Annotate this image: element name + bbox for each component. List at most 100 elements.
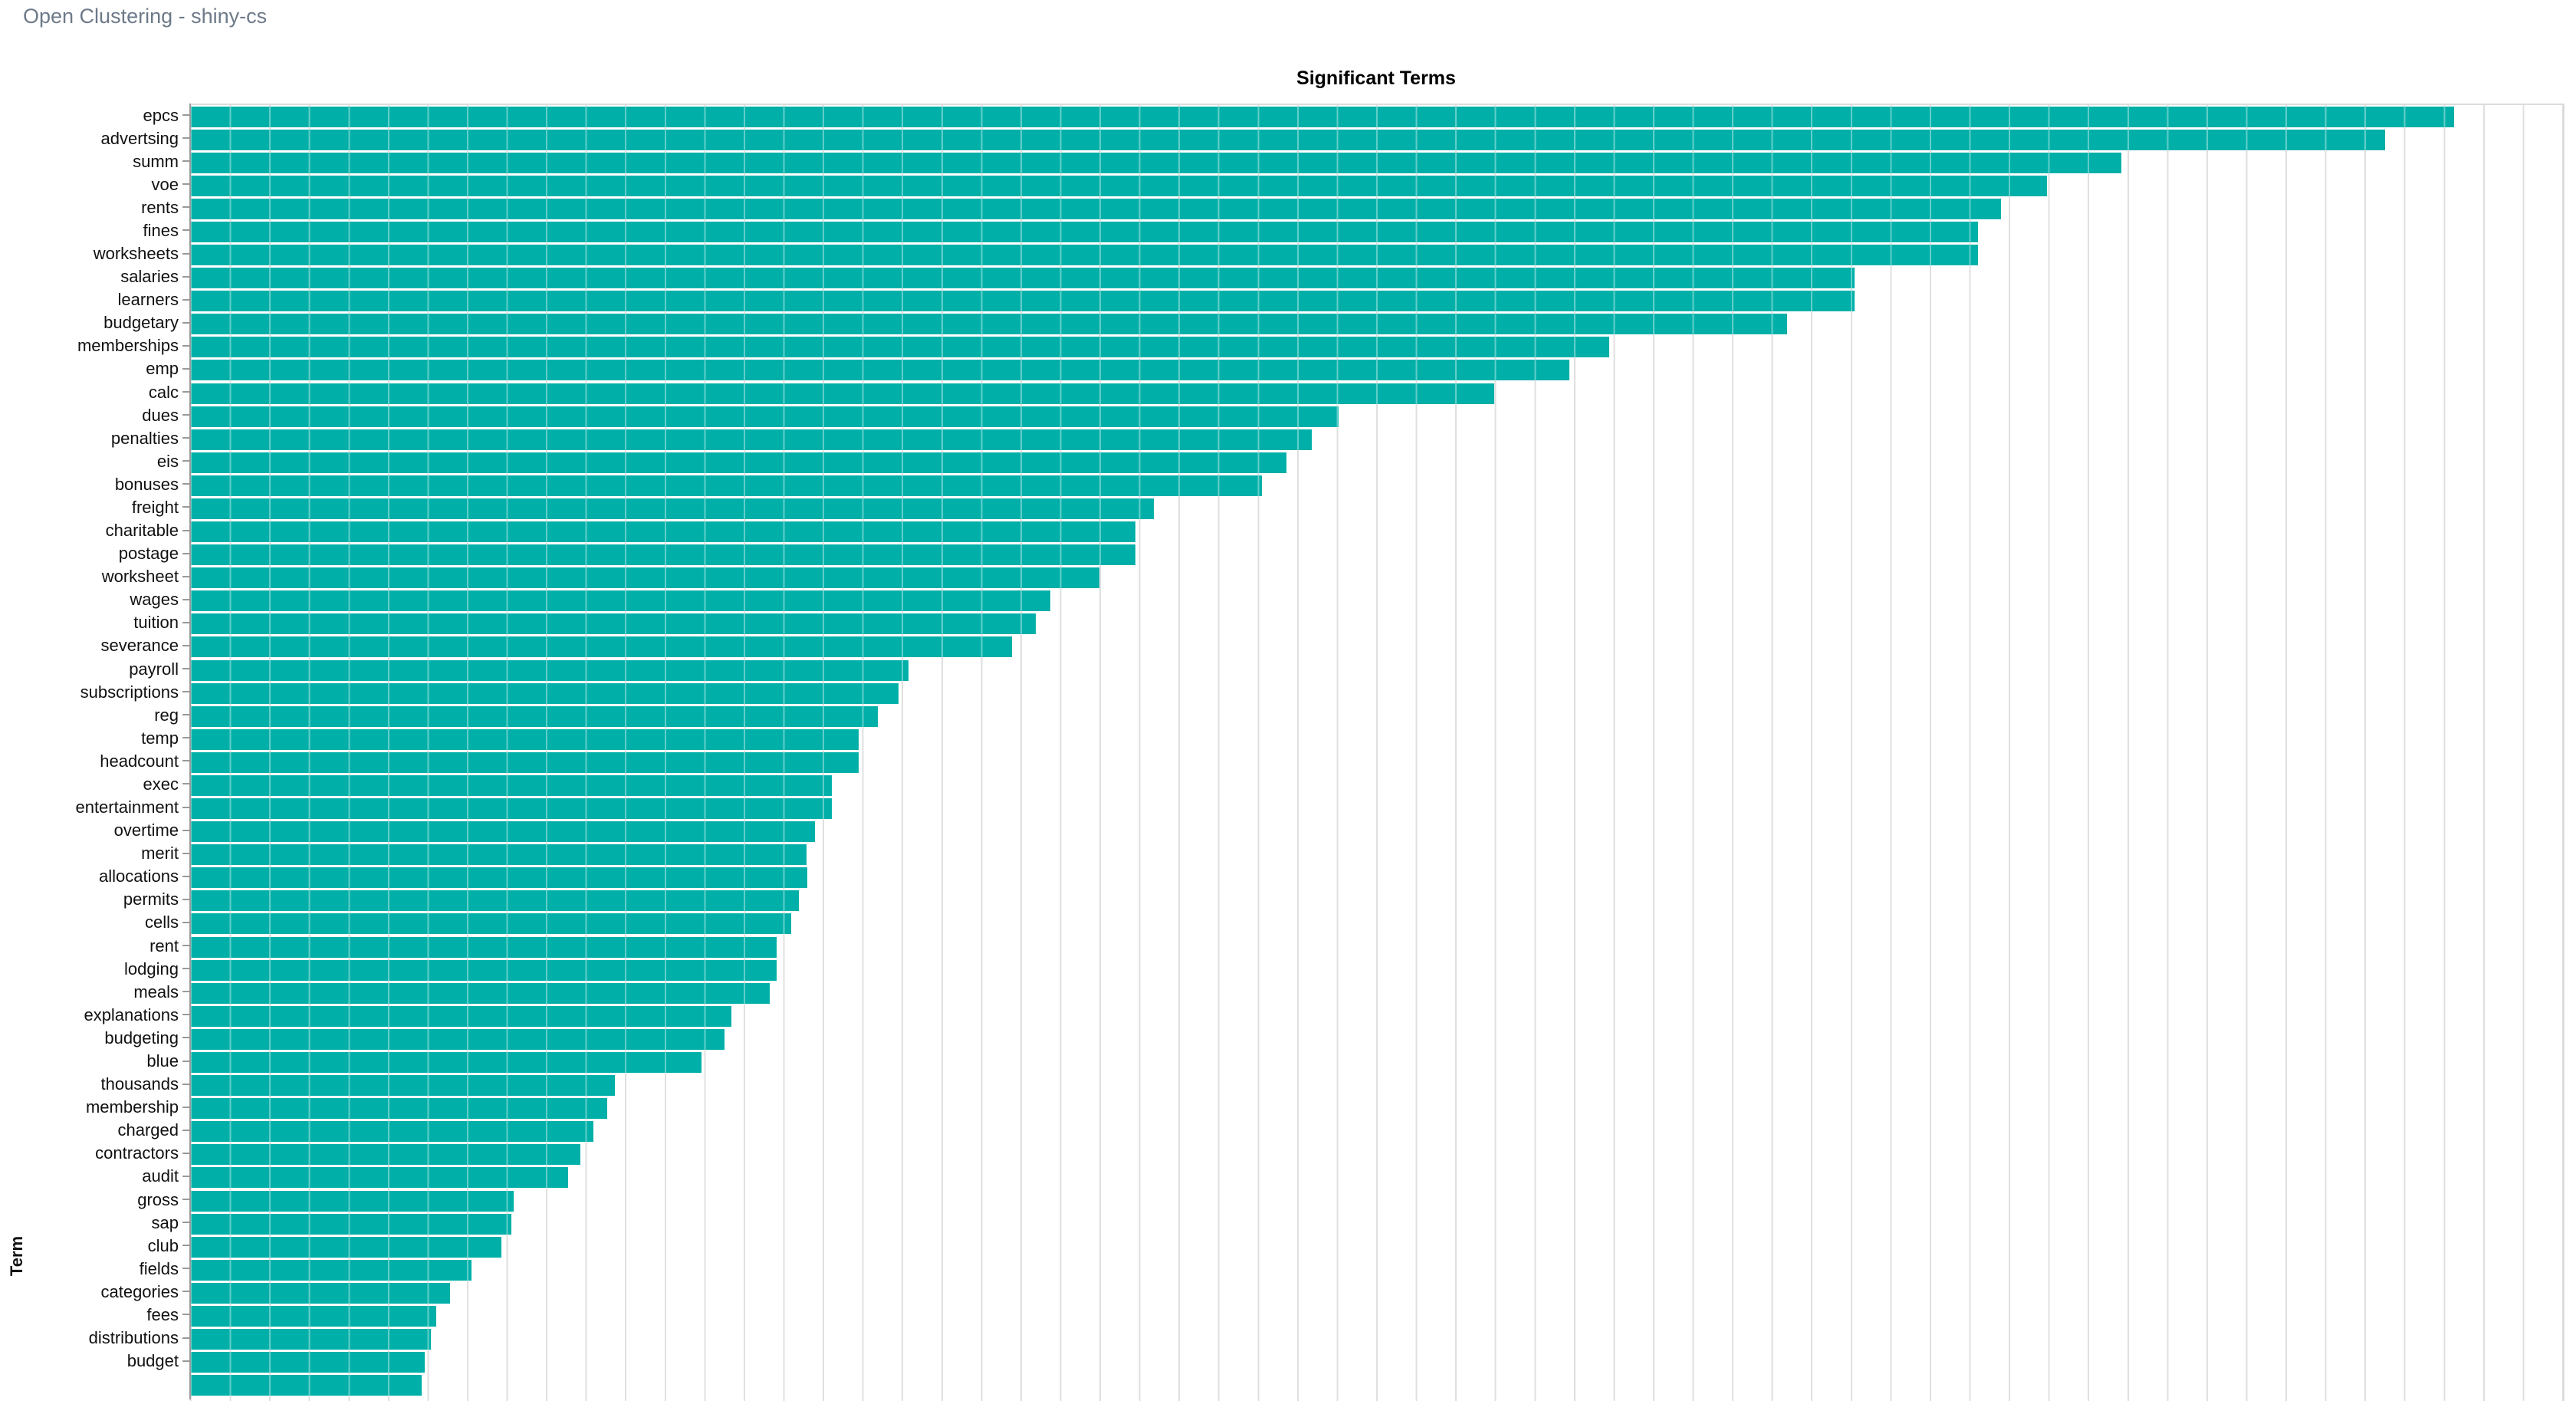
bar-budget[interactable]: [190, 1352, 425, 1373]
bar-contractors[interactable]: [190, 1144, 580, 1166]
bar-freight[interactable]: [190, 498, 1155, 519]
bar-fees[interactable]: [190, 1305, 436, 1327]
bar-advertsing[interactable]: [190, 129, 2385, 150]
y-tick-mark: [182, 437, 189, 439]
bar-thousands[interactable]: [190, 1075, 616, 1097]
bar-fines[interactable]: [190, 221, 1978, 242]
bar-overtime[interactable]: [190, 821, 815, 843]
bar-explanations[interactable]: [190, 1005, 732, 1027]
y-tick-label-budgeting: budgeting: [104, 1028, 179, 1047]
y-tick-mark: [182, 852, 189, 854]
y-tick-mark: [182, 275, 189, 278]
bar-club[interactable]: [190, 1236, 501, 1258]
bar-reg[interactable]: [190, 705, 878, 727]
bar-permits[interactable]: [190, 890, 799, 912]
y-tick-label-explanations: explanations: [84, 1005, 179, 1024]
plot-area: [190, 104, 2564, 1401]
bar-rents[interactable]: [190, 198, 2001, 219]
bar-payroll[interactable]: [190, 659, 909, 681]
bar-budgeting[interactable]: [190, 1028, 725, 1050]
y-tick-label-worksheets: worksheets: [93, 244, 179, 263]
y-tick-label-eis: eis: [156, 451, 179, 471]
bar-exec[interactable]: [190, 774, 832, 796]
y-tick-mark: [182, 1360, 189, 1362]
y-tick-label-fines: fines: [143, 220, 179, 240]
y-tick-mark: [182, 344, 189, 347]
bar-temp[interactable]: [190, 728, 859, 750]
y-tick-mark: [182, 367, 189, 370]
bar-fields[interactable]: [190, 1259, 472, 1281]
bar-membership[interactable]: [190, 1098, 607, 1120]
bar-worksheet[interactable]: [190, 567, 1099, 589]
y-tick-label-temp: temp: [141, 728, 179, 748]
bar-bonuses[interactable]: [190, 475, 1262, 496]
bar-emp[interactable]: [190, 360, 1570, 381]
y-tick-label-subscriptions: subscriptions: [80, 682, 179, 702]
bar-lodging[interactable]: [190, 959, 777, 981]
bar-meals[interactable]: [190, 982, 770, 1004]
bar-sap[interactable]: [190, 1213, 511, 1235]
bar-learners[interactable]: [190, 291, 1855, 312]
bar-cells[interactable]: [190, 913, 792, 935]
bar-epcs[interactable]: [190, 106, 2454, 127]
y-tick-mark: [182, 1014, 189, 1016]
y-tick-label-entertainment: entertainment: [75, 798, 179, 817]
bar-rent[interactable]: [190, 936, 777, 958]
bar-postage[interactable]: [190, 544, 1135, 566]
bar-dues[interactable]: [190, 406, 1339, 427]
y-tick-mark: [182, 114, 189, 116]
bar-salaries[interactable]: [190, 268, 1855, 289]
y-tick-label-thousands: thousands: [100, 1074, 179, 1094]
y-tick-mark: [182, 1268, 189, 1270]
bar-subscriptions[interactable]: [190, 682, 899, 704]
bar-summ[interactable]: [190, 152, 2122, 173]
y-tick-label-worksheet: worksheet: [101, 567, 179, 587]
bar-charitable[interactable]: [190, 521, 1135, 543]
bar-distributions[interactable]: [190, 1329, 432, 1350]
bar-worksheets[interactable]: [190, 245, 1978, 265]
y-tick-label-bonuses: bonuses: [114, 474, 179, 494]
y-tick-label-budgetary: budgetary: [104, 313, 179, 333]
y-tick-mark: [182, 391, 189, 393]
bar-tuition[interactable]: [190, 613, 1036, 635]
y-tick-label-salaries: salaries: [120, 267, 179, 287]
bar-charged[interactable]: [190, 1121, 593, 1143]
y-tick-label-sap: sap: [151, 1212, 179, 1232]
y-tick-label-exec: exec: [143, 774, 179, 794]
bar-budgetary[interactable]: [190, 314, 1787, 335]
y-tick-label-tuition: tuition: [133, 613, 179, 633]
bar-gross[interactable]: [190, 1190, 514, 1212]
bar-entertainment[interactable]: [190, 798, 832, 820]
y-tick-label-lodging: lodging: [124, 959, 179, 978]
bar-partial[interactable]: [190, 1375, 422, 1396]
bar-penalties[interactable]: [190, 429, 1313, 450]
y-tick-label-club: club: [147, 1235, 179, 1255]
y-tick-label-emp: emp: [146, 359, 179, 379]
app-header-title: Open Clustering - shiny-cs: [23, 5, 268, 28]
bar-categories[interactable]: [190, 1282, 451, 1304]
bar-merit[interactable]: [190, 844, 807, 866]
y-tick-label-rent: rent: [150, 936, 179, 955]
bar-blue[interactable]: [190, 1052, 702, 1073]
y-tick-mark: [182, 691, 189, 693]
bar-headcount[interactable]: [190, 751, 859, 773]
y-tick-label-overtime: overtime: [113, 821, 179, 840]
bar-memberships[interactable]: [190, 337, 1610, 358]
y-tick-label-fields: fields: [139, 1258, 179, 1278]
y-tick-mark: [182, 1175, 189, 1177]
y-tick-label-dues: dues: [142, 405, 179, 425]
bar-allocations[interactable]: [190, 867, 808, 889]
bar-eis[interactable]: [190, 452, 1287, 473]
bar-severance[interactable]: [190, 636, 1013, 658]
y-tick-label-contractors: contractors: [95, 1143, 179, 1163]
bar-calc[interactable]: [190, 383, 1495, 404]
y-tick-mark: [182, 529, 189, 531]
y-tick-label-allocations: allocations: [99, 867, 179, 886]
y-axis-line: [189, 104, 191, 1399]
bar-wages[interactable]: [190, 590, 1050, 612]
y-tick-label-voe: voe: [151, 174, 179, 194]
bar-audit[interactable]: [190, 1167, 568, 1189]
y-tick-mark: [182, 252, 189, 255]
y-tick-label-blue: blue: [146, 1051, 179, 1070]
bar-voe[interactable]: [190, 175, 2047, 196]
